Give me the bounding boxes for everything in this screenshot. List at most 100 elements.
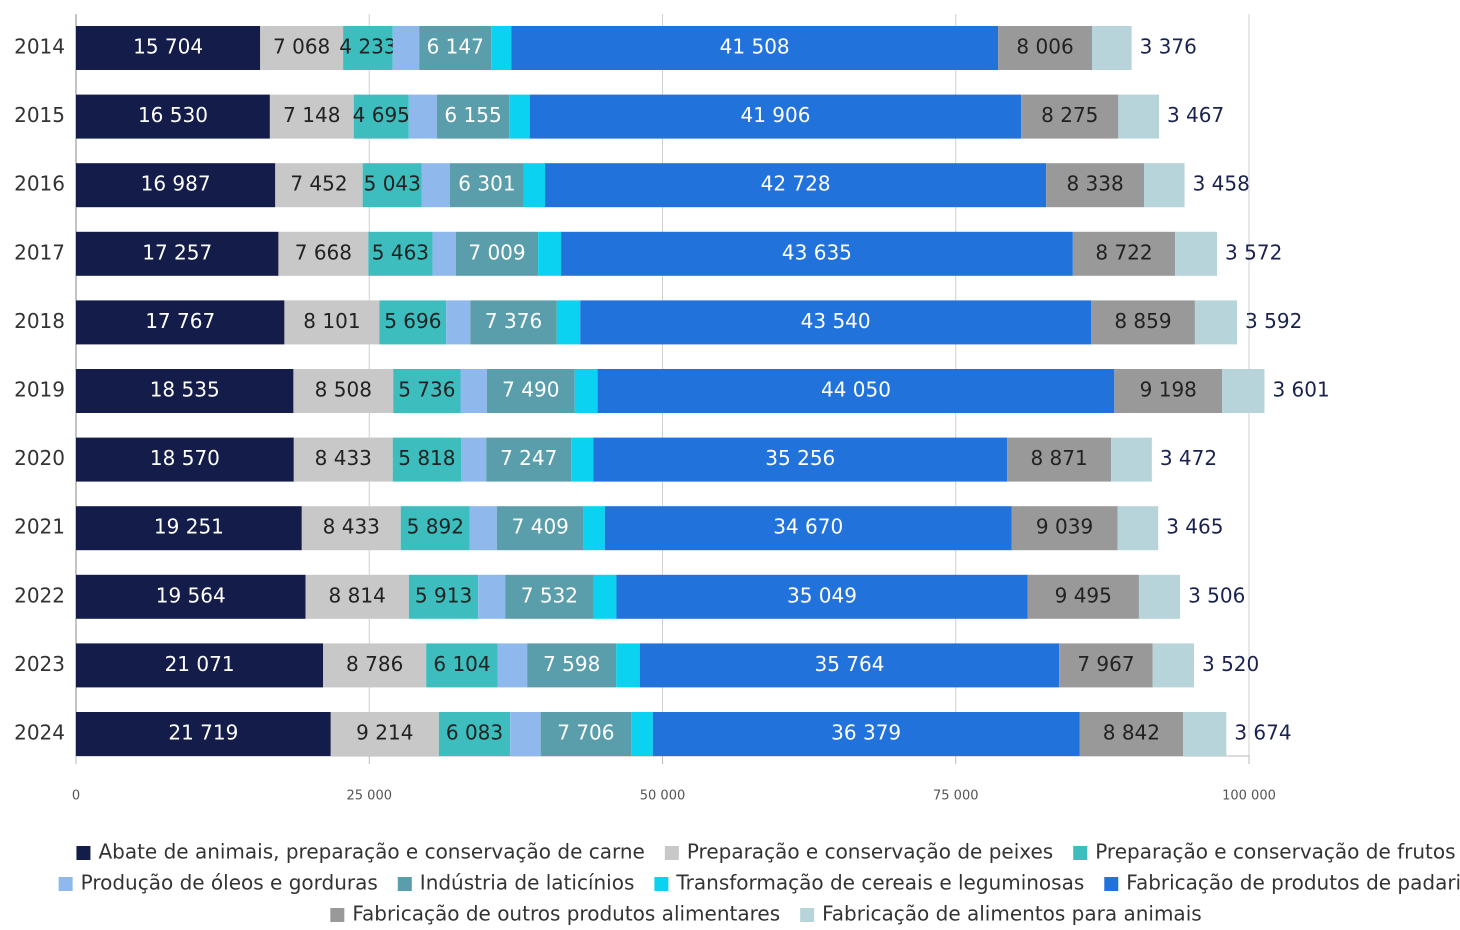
legend-label: Fabricação de outros produtos alimentare… — [352, 902, 780, 926]
legend-row: Produção de óleos e gorduras Indústria de… — [58, 871, 1460, 895]
bar-segment — [76, 94, 270, 139]
data-label: 36 379 — [831, 721, 901, 745]
bar-segment — [76, 437, 294, 482]
legend-label: Fabricação de alimentos para animais — [822, 902, 1202, 926]
bar-segment — [510, 712, 541, 756]
bar-segment — [460, 369, 487, 413]
legend-swatch — [397, 877, 412, 891]
bar-segment — [604, 506, 1012, 551]
bar-segment — [278, 231, 369, 276]
data-label: 5 913 — [415, 583, 472, 607]
bar-segment — [76, 574, 306, 619]
bar-segment — [497, 643, 528, 688]
bar-segment — [293, 369, 394, 413]
data-label: 8 871 — [1030, 446, 1087, 470]
data-label: 8 722 — [1095, 240, 1152, 264]
bar-segment — [1072, 231, 1176, 276]
bar-segment — [593, 574, 617, 619]
data-label: 8 275 — [1041, 103, 1098, 127]
bar-segment — [260, 26, 344, 70]
data-label: 16 987 — [141, 172, 211, 196]
bar-segment — [1007, 437, 1112, 482]
data-label: 17 767 — [145, 309, 215, 333]
data-label: 7 068 — [273, 35, 330, 59]
bar-segment — [393, 369, 461, 413]
y-tick-label: 2023 — [14, 652, 65, 676]
bar-segment — [330, 712, 439, 756]
y-tick-label: 2021 — [14, 515, 65, 539]
bar-segment — [652, 712, 1080, 756]
data-label: 35 049 — [787, 583, 857, 607]
legend-label: Produção de óleos e gorduras — [81, 871, 378, 895]
x-tick-label: 100 000 — [1222, 789, 1276, 804]
bar-segment — [392, 437, 461, 482]
bar-segment — [269, 94, 354, 139]
data-label: 17 257 — [142, 240, 212, 264]
bar-segment — [527, 643, 617, 688]
x-tick-label: 75 000 — [933, 789, 979, 804]
bar-segment — [1144, 163, 1185, 208]
bar-segment — [470, 300, 557, 345]
data-label: 8 338 — [1066, 172, 1123, 196]
data-label: 9 495 — [1055, 583, 1112, 607]
data-label: 3 467 — [1167, 103, 1224, 127]
legend-row: Abate de animais, preparação e conservaç… — [76, 840, 1456, 864]
data-label: 8 814 — [329, 583, 386, 607]
data-label: 5 696 — [384, 309, 441, 333]
bar-segment — [580, 300, 1091, 345]
legend-label: Preparação e conservação de frutos — [1095, 840, 1455, 864]
data-label: 8 508 — [315, 378, 372, 402]
legend-row: Fabricação de outros produtos alimentare… — [330, 902, 1202, 926]
bar-segment — [408, 94, 437, 139]
bar-segment — [529, 94, 1022, 139]
data-label: 8 786 — [346, 652, 403, 676]
data-label: 8 433 — [323, 515, 380, 539]
data-label: 9 214 — [356, 721, 413, 745]
bar-segment — [511, 26, 999, 70]
legend-label: Abate de animais, preparação e conservaç… — [98, 840, 644, 864]
legend-swatch — [58, 877, 73, 891]
bar-segment — [275, 163, 363, 208]
data-label: 5 463 — [372, 240, 429, 264]
bar-segment — [343, 26, 393, 70]
data-label: 3 465 — [1166, 515, 1223, 539]
legend-label: Indústria de laticínios — [420, 871, 635, 895]
x-tick-label: 50 000 — [640, 789, 686, 804]
data-label: 5 043 — [364, 172, 421, 196]
data-label: 7 009 — [468, 240, 525, 264]
bar-segment — [556, 300, 581, 345]
data-label: 3 520 — [1202, 652, 1259, 676]
data-label: 7 668 — [295, 240, 352, 264]
bar-segment — [76, 231, 279, 276]
legend-swatch — [330, 908, 345, 922]
data-label: 41 508 — [720, 35, 790, 59]
bar-segment — [1079, 712, 1184, 756]
legend-swatch — [654, 877, 669, 891]
bar-segment — [545, 163, 1047, 208]
bar-segment — [1011, 506, 1118, 551]
bar-segment — [449, 163, 524, 208]
bar-segment — [574, 369, 598, 413]
bar-segment — [1046, 163, 1145, 208]
data-label: 16 530 — [138, 103, 208, 127]
bar-segment — [538, 231, 562, 276]
data-label: 3 601 — [1272, 378, 1329, 402]
y-tick-label: 2016 — [14, 172, 65, 196]
bar-segment — [616, 574, 1028, 619]
legend-swatch — [1073, 846, 1088, 860]
data-label: 7 409 — [512, 515, 569, 539]
data-label: 44 050 — [821, 378, 891, 402]
bar-segment — [1194, 300, 1238, 345]
bar-segment — [323, 643, 427, 688]
data-label: 7 490 — [502, 378, 559, 402]
bar-segment — [571, 437, 594, 482]
data-label: 7 967 — [1077, 652, 1134, 676]
data-label: 19 251 — [154, 515, 224, 539]
bar-segment — [455, 231, 539, 276]
data-label: 18 570 — [150, 446, 220, 470]
bar-segment — [408, 574, 479, 619]
y-tick-label: 2014 — [14, 35, 65, 59]
bar-segment — [379, 300, 447, 345]
data-label: 21 071 — [165, 652, 235, 676]
